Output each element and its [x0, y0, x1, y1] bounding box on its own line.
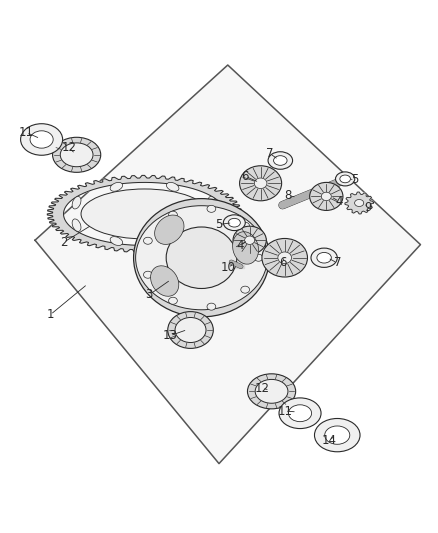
Text: 11: 11: [19, 126, 34, 139]
Text: 12: 12: [62, 141, 77, 154]
Text: 5: 5: [351, 173, 358, 186]
Ellipse shape: [268, 152, 293, 169]
Ellipse shape: [136, 206, 267, 310]
Text: 11: 11: [277, 405, 292, 417]
Polygon shape: [47, 175, 242, 253]
Ellipse shape: [254, 178, 267, 189]
Ellipse shape: [30, 131, 53, 148]
Ellipse shape: [240, 166, 282, 201]
Ellipse shape: [144, 271, 152, 278]
Ellipse shape: [247, 374, 296, 409]
Text: 4: 4: [336, 195, 343, 208]
Ellipse shape: [169, 211, 177, 218]
Ellipse shape: [166, 227, 237, 288]
Ellipse shape: [72, 197, 81, 209]
Polygon shape: [345, 192, 373, 214]
Ellipse shape: [233, 232, 258, 264]
Ellipse shape: [21, 124, 63, 155]
Ellipse shape: [228, 219, 240, 227]
Ellipse shape: [134, 199, 269, 317]
Text: 9: 9: [364, 201, 372, 214]
Ellipse shape: [254, 254, 263, 261]
Ellipse shape: [355, 199, 364, 206]
Ellipse shape: [310, 182, 343, 211]
Text: 7: 7: [266, 147, 274, 160]
Ellipse shape: [314, 418, 360, 452]
Ellipse shape: [81, 189, 208, 239]
Ellipse shape: [241, 286, 250, 293]
Ellipse shape: [207, 205, 216, 212]
Polygon shape: [35, 65, 420, 464]
Ellipse shape: [311, 248, 337, 268]
Ellipse shape: [175, 318, 206, 343]
Ellipse shape: [245, 236, 254, 245]
Ellipse shape: [317, 253, 331, 263]
Ellipse shape: [262, 238, 307, 277]
Ellipse shape: [340, 175, 350, 183]
Ellipse shape: [166, 182, 179, 191]
Ellipse shape: [166, 237, 179, 246]
Ellipse shape: [233, 226, 266, 254]
Ellipse shape: [336, 172, 355, 186]
Text: 13: 13: [162, 329, 177, 342]
Text: 5: 5: [215, 218, 223, 231]
Text: 14: 14: [322, 434, 337, 447]
Ellipse shape: [321, 192, 331, 200]
Text: 12: 12: [254, 382, 269, 395]
Text: 8: 8: [285, 189, 292, 202]
Ellipse shape: [155, 215, 184, 245]
Text: 6: 6: [241, 170, 249, 183]
Ellipse shape: [274, 156, 287, 165]
Ellipse shape: [110, 237, 123, 246]
Text: 7: 7: [333, 256, 341, 270]
Ellipse shape: [144, 237, 152, 244]
Ellipse shape: [289, 405, 311, 422]
Text: 2: 2: [60, 236, 67, 249]
Ellipse shape: [207, 303, 216, 310]
Polygon shape: [232, 247, 244, 269]
Ellipse shape: [255, 379, 288, 403]
Ellipse shape: [241, 222, 250, 229]
Ellipse shape: [110, 182, 123, 191]
Text: 4: 4: [236, 239, 244, 252]
Ellipse shape: [208, 219, 217, 231]
Ellipse shape: [72, 219, 81, 231]
Ellipse shape: [169, 297, 177, 304]
Ellipse shape: [53, 138, 101, 172]
Text: 3: 3: [145, 288, 152, 302]
Ellipse shape: [60, 143, 93, 167]
Text: 1: 1: [46, 308, 54, 321]
Ellipse shape: [325, 426, 350, 445]
Ellipse shape: [168, 312, 213, 349]
Ellipse shape: [223, 215, 245, 231]
Ellipse shape: [208, 197, 217, 209]
Ellipse shape: [151, 266, 179, 296]
Text: 6: 6: [279, 256, 287, 270]
Ellipse shape: [279, 398, 321, 429]
Text: 10: 10: [220, 261, 235, 274]
Ellipse shape: [278, 252, 292, 263]
